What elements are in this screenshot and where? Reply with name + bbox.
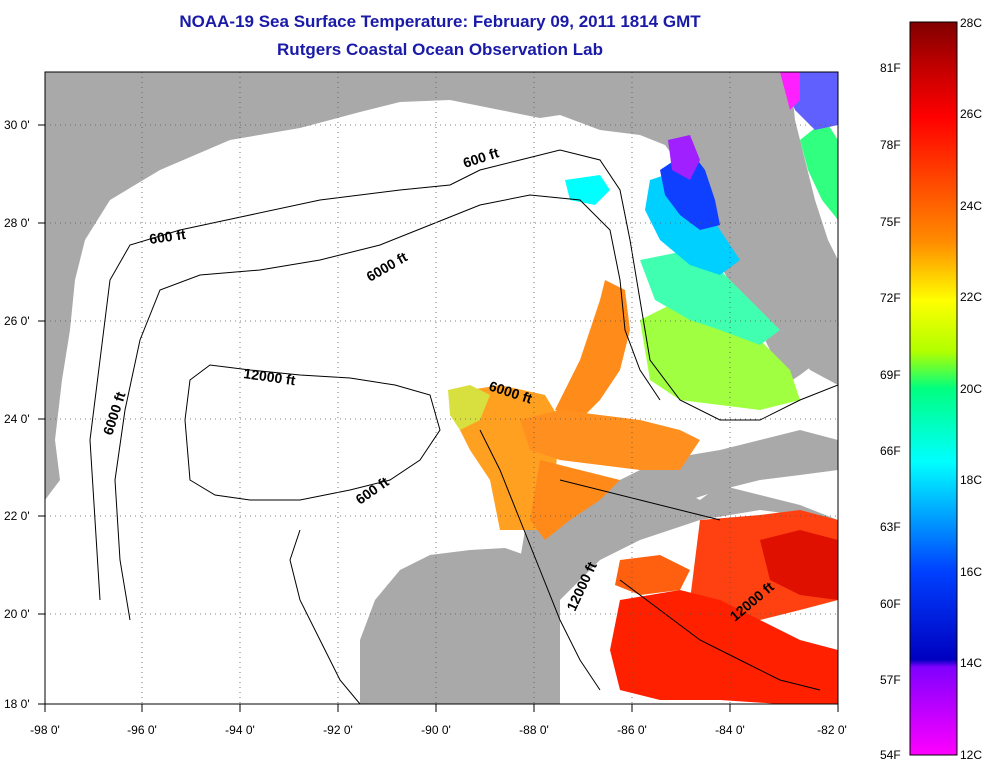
- contour-label: 600 ft: [148, 226, 187, 247]
- colorbar-fahrenheit-label: 78F: [880, 138, 901, 152]
- yucatan-land: [360, 548, 528, 704]
- lon-tick-label: -84 0': [715, 723, 745, 737]
- colorbar-fahrenheit-label: 60F: [880, 597, 901, 611]
- colorbar-fahrenheit-label: 69F: [880, 368, 901, 382]
- lon-tick-label: -86 0': [617, 723, 647, 737]
- lon-tick-label: -90 0': [421, 723, 451, 737]
- map-frame: [44, 71, 839, 705]
- colorbar-celsius-label: 12C: [960, 748, 982, 762]
- lon-tick-label: -96 0': [127, 723, 157, 737]
- florida-land: [660, 72, 835, 385]
- colorbar-fahrenheit-label: 54F: [880, 748, 901, 762]
- colorbar-fahrenheit-label: 57F: [880, 673, 901, 687]
- colorbar-celsius-label: 26C: [960, 107, 982, 121]
- contour-label: 12000 ft: [243, 365, 297, 388]
- colorbar-fahrenheit-labels: 81F 78F 75F 72F 69F 66F 63F 60F 57F 54F: [880, 61, 901, 762]
- colorbar-fahrenheit-label: 75F: [880, 215, 901, 229]
- lat-tick-label: 30 0': [4, 118, 30, 132]
- colorbar-celsius-label: 24C: [960, 199, 982, 213]
- colorbar: [909, 21, 958, 756]
- colorbar-fahrenheit-label: 81F: [880, 61, 901, 75]
- colorbar-celsius-label: 28C: [960, 16, 982, 30]
- colorbar-celsius-labels: 28C 26C 24C 22C 20C 18C 16C 14C 12C: [960, 16, 982, 762]
- tick-marks: [38, 124, 839, 712]
- lat-tick-label: 28 0': [4, 216, 30, 230]
- sst-data-layer: [448, 72, 838, 704]
- bathymetry-contours: [89, 149, 838, 704]
- colorbar-fahrenheit-label: 66F: [880, 444, 901, 458]
- lon-tick-labels: -98 0' -96 0' -94 0' -92 0' -90 0' -88 0…: [30, 723, 847, 737]
- colorbar-celsius-label: 22C: [960, 290, 982, 304]
- colorbar-celsius-label: 16C: [960, 565, 982, 579]
- map-subtitle: Rutgers Coastal Ocean Observation Lab: [277, 40, 603, 59]
- lat-tick-label: 24 0': [4, 412, 30, 426]
- lat-tick-label: 18 0': [4, 697, 30, 711]
- lon-tick-label: -82 0': [817, 723, 847, 737]
- colorbar-celsius-label: 18C: [960, 473, 982, 487]
- lon-tick-label: -98 0': [30, 723, 60, 737]
- lon-tick-label: -92 0': [323, 723, 353, 737]
- colorbar-celsius-label: 20C: [960, 382, 982, 396]
- cuba-land: [620, 430, 838, 505]
- lat-tick-label: 22 0': [4, 509, 30, 523]
- map-title: NOAA-19 Sea Surface Temperature: Februar…: [179, 12, 701, 31]
- lat-tick-label: 20 0': [4, 607, 30, 621]
- lon-tick-label: -94 0': [225, 723, 255, 737]
- colorbar-fahrenheit-label: 72F: [880, 291, 901, 305]
- lat-tick-label: 26 0': [4, 314, 30, 328]
- gulf-water: [45, 100, 838, 704]
- lat-lon-grid: [45, 72, 838, 704]
- colorbar-celsius-label: 14C: [960, 656, 982, 670]
- lat-tick-labels: 30 0' 28 0' 26 0' 24 0' 22 0' 20 0' 18 0…: [4, 118, 30, 711]
- colorbar-fahrenheit-label: 63F: [880, 520, 901, 534]
- lon-tick-label: -88 0': [519, 723, 549, 737]
